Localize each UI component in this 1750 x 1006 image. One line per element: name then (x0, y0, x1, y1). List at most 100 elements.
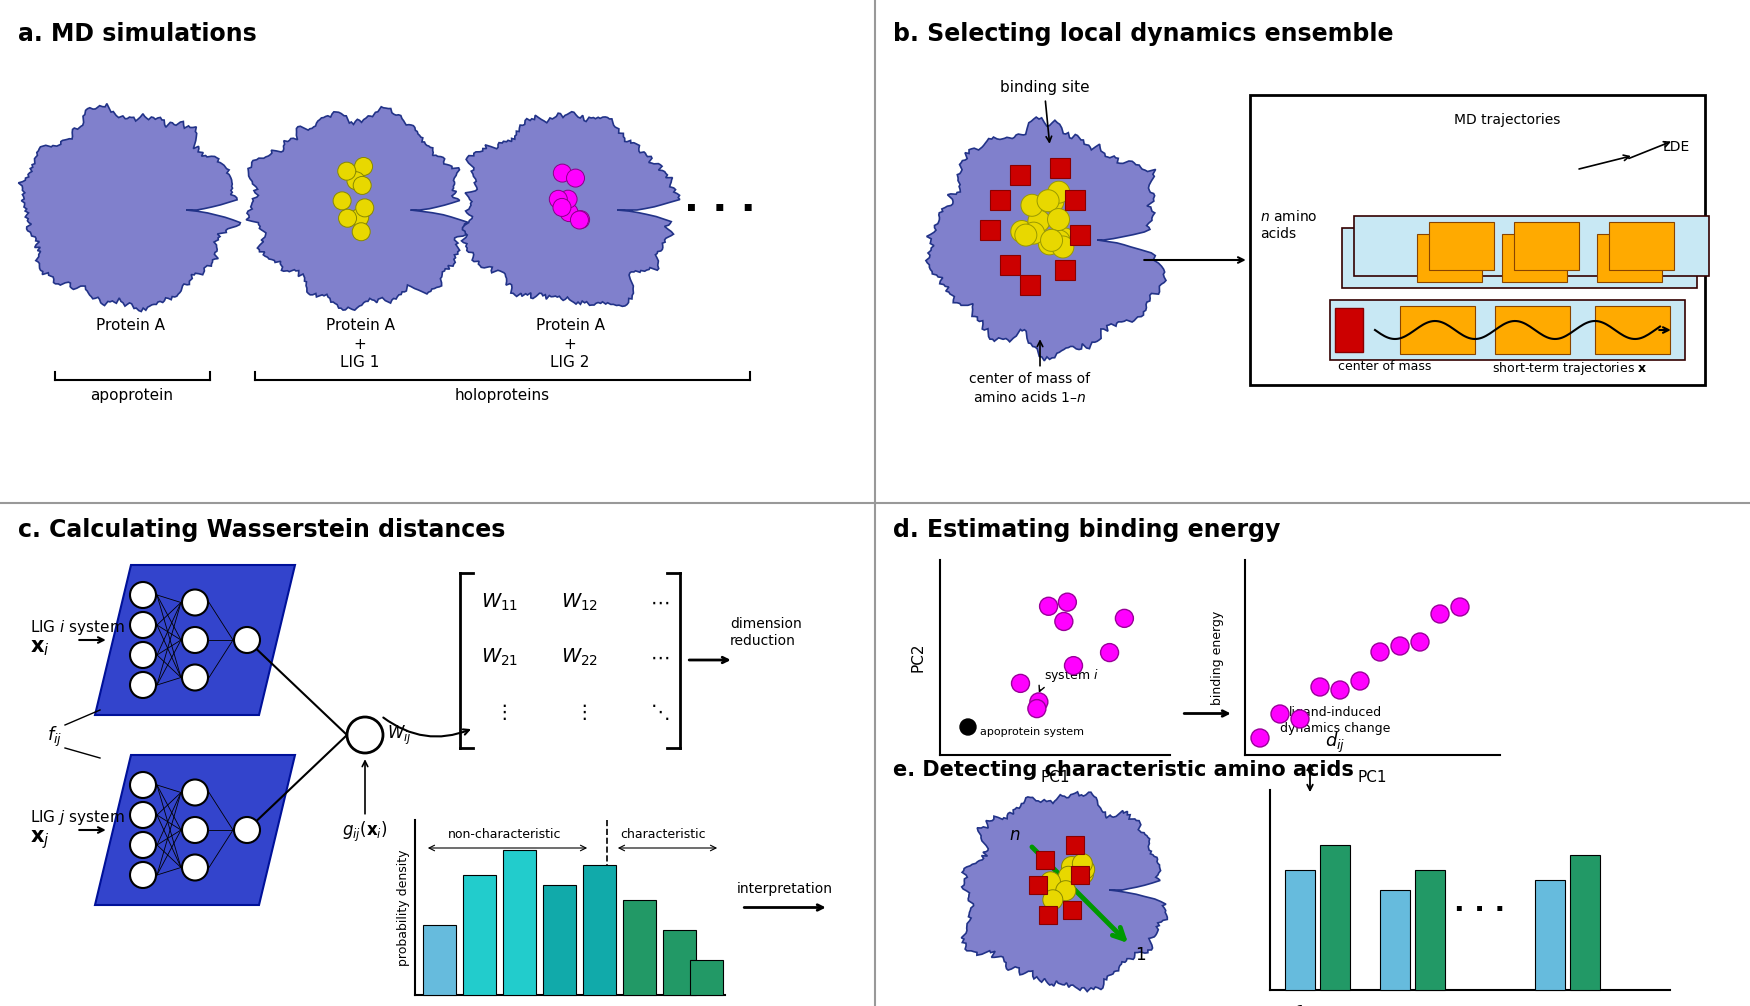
Circle shape (182, 817, 208, 843)
Circle shape (130, 672, 156, 698)
Bar (1430, 222, 1494, 270)
Polygon shape (94, 754, 296, 905)
Bar (502, 850, 536, 995)
Bar (1608, 222, 1675, 270)
Text: $W_{12}$: $W_{12}$ (562, 592, 598, 613)
Circle shape (567, 169, 584, 187)
Circle shape (355, 158, 373, 175)
Text: binding energy: binding energy (1211, 611, 1223, 704)
Circle shape (553, 164, 570, 182)
Circle shape (572, 210, 590, 228)
Text: · · ·: · · · (684, 191, 756, 229)
Bar (990, 190, 1010, 210)
Circle shape (1015, 224, 1036, 246)
Bar (1381, 890, 1410, 990)
Circle shape (1027, 210, 1050, 232)
Circle shape (354, 176, 371, 194)
Circle shape (352, 222, 371, 240)
Circle shape (130, 642, 156, 668)
Text: MD trajectories: MD trajectories (1454, 113, 1561, 127)
Bar (1400, 306, 1475, 354)
Bar (1040, 906, 1057, 924)
Circle shape (332, 192, 352, 210)
Text: $d_{ij}$: $d_{ij}$ (1325, 730, 1346, 754)
Circle shape (1270, 705, 1290, 723)
Circle shape (1027, 699, 1046, 717)
Polygon shape (94, 565, 296, 715)
Circle shape (1048, 208, 1069, 230)
Bar (1354, 216, 1710, 276)
Polygon shape (462, 112, 679, 307)
Circle shape (1064, 657, 1083, 675)
Circle shape (1351, 672, 1368, 690)
Circle shape (234, 627, 261, 653)
Circle shape (1451, 598, 1468, 616)
Circle shape (1055, 880, 1076, 900)
Text: $f_{ij}$: $f_{ij}$ (47, 725, 63, 749)
Bar (1335, 308, 1363, 352)
Circle shape (570, 211, 588, 229)
Bar (1502, 234, 1566, 282)
Polygon shape (926, 117, 1166, 361)
Text: a. MD simulations: a. MD simulations (18, 22, 257, 46)
Circle shape (1073, 853, 1092, 873)
Circle shape (1432, 605, 1449, 623)
Text: Protein A
+
LIG 1: Protein A + LIG 1 (326, 318, 394, 370)
Circle shape (234, 817, 261, 843)
Circle shape (1020, 194, 1043, 216)
Bar (1570, 855, 1600, 990)
Text: apoprotein: apoprotein (91, 388, 173, 403)
Circle shape (1011, 220, 1032, 242)
Bar (583, 865, 616, 995)
Circle shape (1332, 681, 1349, 699)
Circle shape (1391, 637, 1409, 655)
Circle shape (182, 780, 208, 806)
Circle shape (961, 719, 977, 735)
Bar (690, 960, 723, 995)
Bar (1342, 228, 1698, 288)
Text: LIG $i$ system: LIG $i$ system (30, 618, 124, 637)
Bar (1066, 836, 1083, 854)
Circle shape (1052, 236, 1074, 258)
Circle shape (1059, 866, 1078, 886)
Circle shape (1311, 678, 1328, 696)
Circle shape (1054, 228, 1076, 249)
Circle shape (1073, 864, 1094, 884)
Text: center of mass of
amino acids 1–$n$: center of mass of amino acids 1–$n$ (970, 372, 1090, 404)
Bar (1594, 306, 1669, 354)
Text: non-characteristic: non-characteristic (448, 828, 562, 841)
Text: LDE: LDE (1662, 140, 1690, 154)
Bar (1284, 870, 1314, 990)
Circle shape (338, 162, 355, 180)
Circle shape (1040, 598, 1057, 616)
Text: $W_{11}$: $W_{11}$ (481, 592, 518, 613)
Circle shape (1410, 633, 1430, 651)
Bar (623, 900, 656, 995)
Circle shape (346, 172, 366, 190)
Circle shape (1041, 872, 1060, 891)
Bar (980, 220, 999, 240)
Bar (542, 885, 576, 995)
Circle shape (130, 772, 156, 798)
Bar (1029, 876, 1046, 894)
Text: $n$ amino
acids: $n$ amino acids (1260, 209, 1318, 241)
Text: e. Detecting characteristic amino acids: e. Detecting characteristic amino acids (892, 760, 1354, 780)
Circle shape (553, 198, 570, 216)
Bar (1330, 300, 1685, 360)
Circle shape (182, 665, 208, 690)
Circle shape (182, 627, 208, 653)
Circle shape (1292, 710, 1309, 728)
Text: $\ddots$: $\ddots$ (651, 702, 670, 722)
Text: $W_{22}$: $W_{22}$ (562, 647, 598, 668)
Text: $\cdots$: $\cdots$ (651, 593, 670, 612)
Bar (1514, 222, 1578, 270)
Circle shape (1038, 232, 1060, 255)
Circle shape (1251, 729, 1269, 747)
Text: PC1: PC1 (1040, 770, 1069, 785)
Bar (1050, 158, 1069, 178)
Circle shape (130, 832, 156, 858)
Circle shape (1074, 859, 1096, 879)
Text: LIG $j$ system: LIG $j$ system (30, 808, 124, 827)
Circle shape (1115, 610, 1134, 628)
Bar (1010, 165, 1031, 185)
